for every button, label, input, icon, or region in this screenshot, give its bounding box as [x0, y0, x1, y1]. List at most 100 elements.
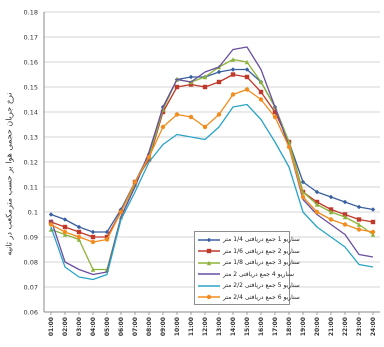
- series-line: [50, 88, 374, 243]
- data-point: [328, 217, 334, 222]
- series-layer: [48, 46, 376, 281]
- data-point: [76, 224, 82, 230]
- data-point: [188, 82, 194, 87]
- data-point: [230, 67, 236, 72]
- x-tick-label: 05:00: [104, 317, 111, 336]
- y-axis-title: نرخ جریان حجمی هوا بر حسب مترمکعب در ثان…: [0, 0, 20, 347]
- x-tick-label: 13:00: [216, 317, 223, 336]
- y-tick-label: 0.12: [24, 159, 38, 167]
- data-point: [370, 229, 376, 235]
- data-point: [202, 124, 208, 130]
- y-tick-label: 0.08: [24, 259, 38, 267]
- data-point: [300, 194, 306, 200]
- legend-swatch: [198, 295, 220, 300]
- data-point: [62, 224, 68, 230]
- grid-lines: [44, 11, 380, 313]
- x-tick-label: 21:00: [328, 317, 335, 336]
- legend-item: سناریو 3 جمع دریافتی 1/8 متر: [198, 257, 300, 269]
- data-point: [342, 214, 348, 220]
- data-point: [244, 59, 250, 65]
- series-4: [50, 46, 374, 276]
- legend-item: سناریو 6 جمع دریافتی 2/4 متر: [198, 292, 300, 304]
- data-point: [328, 209, 334, 215]
- data-point: [62, 232, 68, 237]
- legend-swatch: [198, 285, 220, 287]
- data-point: [48, 212, 54, 217]
- data-point: [160, 124, 166, 130]
- x-tick-label: 11:00: [188, 317, 195, 336]
- x-tick-label: 22:00: [342, 317, 349, 336]
- x-tick-label: 01:00: [48, 317, 55, 336]
- data-point: [314, 189, 320, 195]
- series-line: [50, 103, 374, 281]
- data-point: [206, 249, 212, 254]
- data-point: [90, 234, 96, 240]
- data-point: [104, 229, 110, 235]
- y-tick-labels: 0.06 0.07 0.08 0.09 0.1 0.11 0.12 0.13 0.14 0.15 0…: [24, 9, 38, 317]
- y-tick-label: 0.18: [24, 9, 38, 17]
- data-point: [342, 212, 348, 217]
- data-point: [48, 219, 54, 225]
- x-tick-label: 18:00: [286, 317, 293, 336]
- legend-label: سناریو 4 جمع دریافتی 2 متر: [223, 270, 294, 278]
- data-point: [328, 194, 334, 200]
- data-point: [216, 79, 222, 85]
- x-tick-label: 07:00: [132, 317, 139, 336]
- data-point: [272, 114, 278, 120]
- data-point: [314, 209, 320, 215]
- data-point: [118, 209, 124, 215]
- data-point: [202, 84, 208, 90]
- y-tick-label: 0.15: [24, 84, 38, 92]
- x-tick-label: 24:00: [370, 317, 377, 336]
- series-2: [48, 72, 376, 240]
- y-tick-label: 0.07: [24, 284, 38, 292]
- data-point: [76, 229, 82, 235]
- data-point: [188, 74, 194, 80]
- data-point: [216, 69, 222, 75]
- y-tick-label: 0.06: [24, 309, 38, 317]
- x-tick-label: 23:00: [356, 317, 363, 336]
- data-point: [104, 237, 110, 242]
- x-tick-labels: 01:00 02:00 03:00 04:00 05:00 06:00 07:00 08:00…: [48, 312, 377, 336]
- legend-item: سناریو 1 جمع دریافتی 1/4 متر: [198, 234, 300, 246]
- series-6: [48, 87, 376, 245]
- data-point: [206, 237, 212, 242]
- data-point: [300, 179, 306, 185]
- x-tick-label: 06:00: [118, 317, 125, 336]
- data-point: [206, 260, 212, 265]
- data-point: [342, 199, 348, 205]
- y-tick-label: 0.16: [24, 59, 38, 67]
- x-tick-label: 09:00: [160, 317, 167, 336]
- data-point: [206, 295, 212, 300]
- x-tick-label: 19:00: [300, 317, 307, 336]
- data-point: [356, 217, 362, 222]
- data-point: [216, 112, 222, 117]
- legend-label: سناریو 3 جمع دریافتی 1/8 متر: [223, 259, 300, 267]
- series-line: [50, 73, 374, 238]
- data-point: [356, 227, 362, 232]
- data-point: [286, 144, 292, 150]
- x-tick-label: 03:00: [76, 317, 83, 336]
- data-point: [90, 239, 96, 245]
- legend: سناریو 1 جمع دریافتی 1/4 متر سناریو 2 جمع…: [194, 231, 300, 305]
- data-point: [314, 202, 320, 207]
- legend-label: سناریو 1 جمع دریافتی 1/4 متر: [223, 236, 300, 244]
- data-point: [104, 234, 110, 240]
- y-tick-label: 0.11: [24, 184, 38, 192]
- data-point: [90, 229, 96, 235]
- axes: [43, 12, 380, 313]
- data-point: [118, 207, 124, 212]
- x-tick-label: 02:00: [62, 317, 69, 336]
- x-tick-label: 04:00: [90, 317, 97, 336]
- x-tick-label: 08:00: [146, 317, 153, 336]
- data-point: [146, 157, 152, 162]
- data-point: [356, 204, 362, 210]
- data-point: [356, 222, 362, 227]
- data-point: [244, 74, 250, 80]
- legend-item: سناریو 2 جمع دریافتی 1/6 متر: [198, 246, 300, 258]
- x-tick-label: 16:00: [258, 317, 265, 336]
- y-axis-title-text: نرخ جریان حجمی هوا بر حسب مترمکعب در ثان…: [4, 91, 14, 256]
- series-line: [50, 58, 374, 271]
- data-point: [76, 237, 82, 242]
